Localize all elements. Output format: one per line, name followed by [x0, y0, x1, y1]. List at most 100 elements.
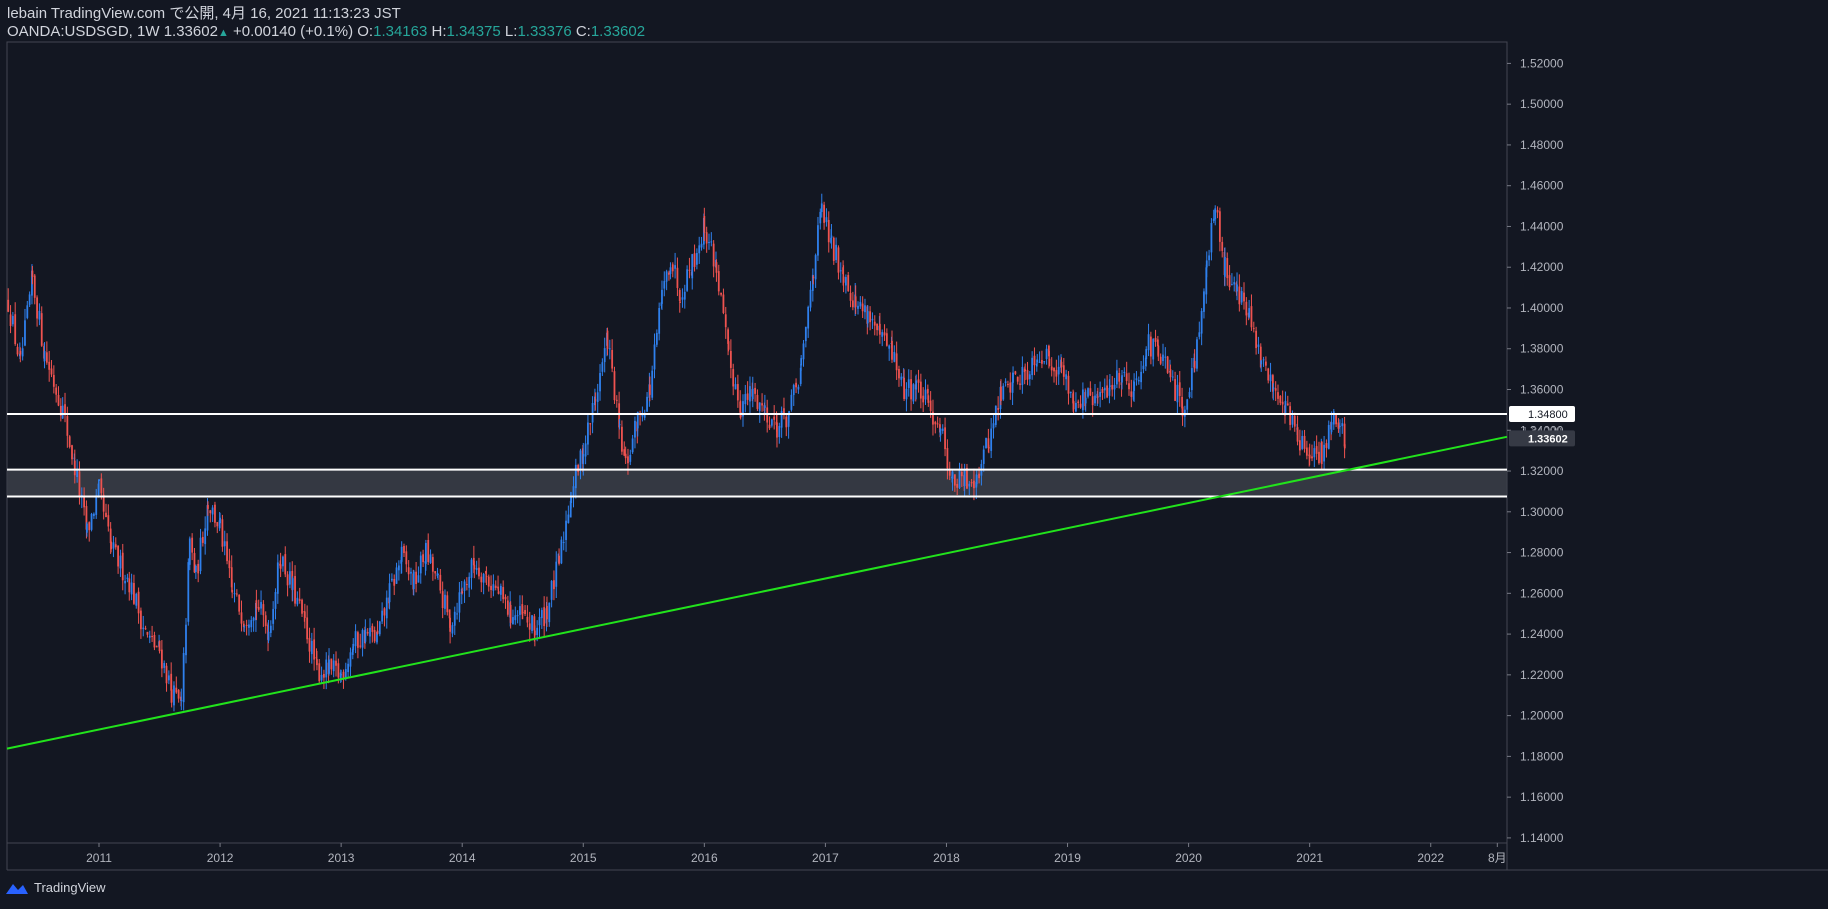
candle-body	[337, 663, 340, 678]
candle-body	[1130, 391, 1133, 397]
candle-body	[898, 368, 900, 379]
candle-body	[997, 407, 1000, 410]
candle-body	[76, 470, 79, 477]
candle-body	[1205, 267, 1208, 295]
candle-body	[888, 345, 891, 349]
candle-body	[1154, 337, 1157, 342]
support-zone[interactable]	[7, 469, 1507, 497]
candle-body	[932, 411, 934, 425]
candle-body	[1216, 210, 1219, 213]
candle-body	[960, 471, 963, 477]
candle-body	[1332, 411, 1335, 425]
candle-body	[915, 380, 918, 390]
candle-body	[279, 564, 282, 569]
candle-body	[533, 616, 536, 631]
candle-body	[1075, 402, 1077, 412]
candle-body	[512, 617, 514, 625]
candle-body	[558, 555, 560, 564]
x-tick-label: 2013	[328, 851, 355, 865]
candle-body	[973, 480, 975, 489]
candle-body	[514, 615, 517, 621]
candle-body	[1178, 382, 1181, 396]
candle-body	[1212, 218, 1215, 221]
candle-body	[1210, 222, 1213, 253]
candle-body	[221, 519, 224, 547]
candle-body	[284, 554, 287, 575]
candle-body	[814, 255, 817, 280]
candle-body	[792, 385, 795, 396]
candle-body	[700, 243, 703, 248]
high-label: H:	[431, 23, 447, 40]
candle-body	[490, 585, 492, 590]
candle-body	[678, 289, 681, 301]
candle-body	[381, 610, 384, 622]
candle-body	[318, 663, 321, 682]
candle-body	[378, 621, 381, 635]
candle-body	[419, 555, 422, 574]
candle-body	[1041, 360, 1043, 364]
candle-body	[359, 645, 362, 647]
candle-body	[119, 555, 122, 569]
candle-body	[1260, 360, 1263, 365]
candle-body	[332, 660, 335, 672]
candle-body	[167, 675, 170, 681]
candle-body	[742, 401, 744, 417]
candle-body	[746, 393, 749, 400]
candle-body	[1188, 391, 1191, 398]
candle-body	[11, 316, 14, 325]
candle-body	[1169, 369, 1172, 377]
candle-body	[799, 367, 802, 384]
candle-body	[1156, 339, 1159, 347]
candle-body	[978, 473, 980, 479]
candle-body	[296, 597, 299, 605]
candle-body	[985, 438, 987, 449]
candle-body	[926, 388, 929, 394]
candle-body	[569, 500, 572, 518]
candle-body	[344, 669, 347, 679]
candle-body	[153, 635, 156, 648]
candle-body	[465, 584, 468, 586]
candle-body	[1325, 443, 1328, 448]
candle-body	[230, 567, 233, 588]
candle-body	[778, 426, 781, 438]
candle-body	[1166, 356, 1169, 373]
candle-body	[282, 556, 284, 567]
candle-body	[383, 608, 386, 616]
candle-body	[651, 370, 654, 398]
candle-body	[1050, 366, 1053, 371]
candle-body	[351, 649, 354, 655]
candle-body	[1240, 291, 1243, 303]
candle-body	[1303, 435, 1306, 449]
candle-body	[385, 597, 388, 619]
candle-body	[876, 323, 878, 331]
candle-body	[187, 562, 190, 622]
candle-body	[1045, 348, 1048, 359]
candle-body	[546, 605, 548, 620]
plot-area-frame	[6, 41, 1508, 844]
candle-body	[328, 659, 330, 674]
candle-body	[313, 639, 316, 660]
candle-body	[975, 474, 978, 485]
candle-body	[606, 330, 609, 349]
candle-body	[264, 615, 267, 627]
candle-body	[663, 281, 666, 289]
price-chart[interactable]: 1.52000 1.50000 1.48000 1.46000 1.44000 1.420…	[0, 0, 1828, 880]
candle-body	[842, 276, 845, 283]
candle-body	[968, 483, 971, 487]
candle-body	[458, 592, 461, 613]
candle-body	[494, 585, 497, 588]
candle-body	[681, 297, 684, 300]
y-tick-label: 1.26000	[1520, 586, 1564, 600]
symbol-interval[interactable]: OANDA:USDSGD, 1W	[7, 23, 160, 40]
candle-body	[603, 348, 606, 363]
candle-body	[1043, 361, 1046, 363]
candle-body	[417, 575, 420, 583]
y-tick-label: 1.16000	[1520, 790, 1564, 804]
candle-body	[1152, 338, 1155, 360]
candle-body	[749, 386, 751, 402]
candle-body	[276, 562, 279, 594]
candle-body	[594, 399, 597, 401]
candle-body	[912, 384, 915, 402]
ascending-trendline[interactable]	[6, 435, 1508, 750]
candle-body	[1200, 310, 1203, 334]
